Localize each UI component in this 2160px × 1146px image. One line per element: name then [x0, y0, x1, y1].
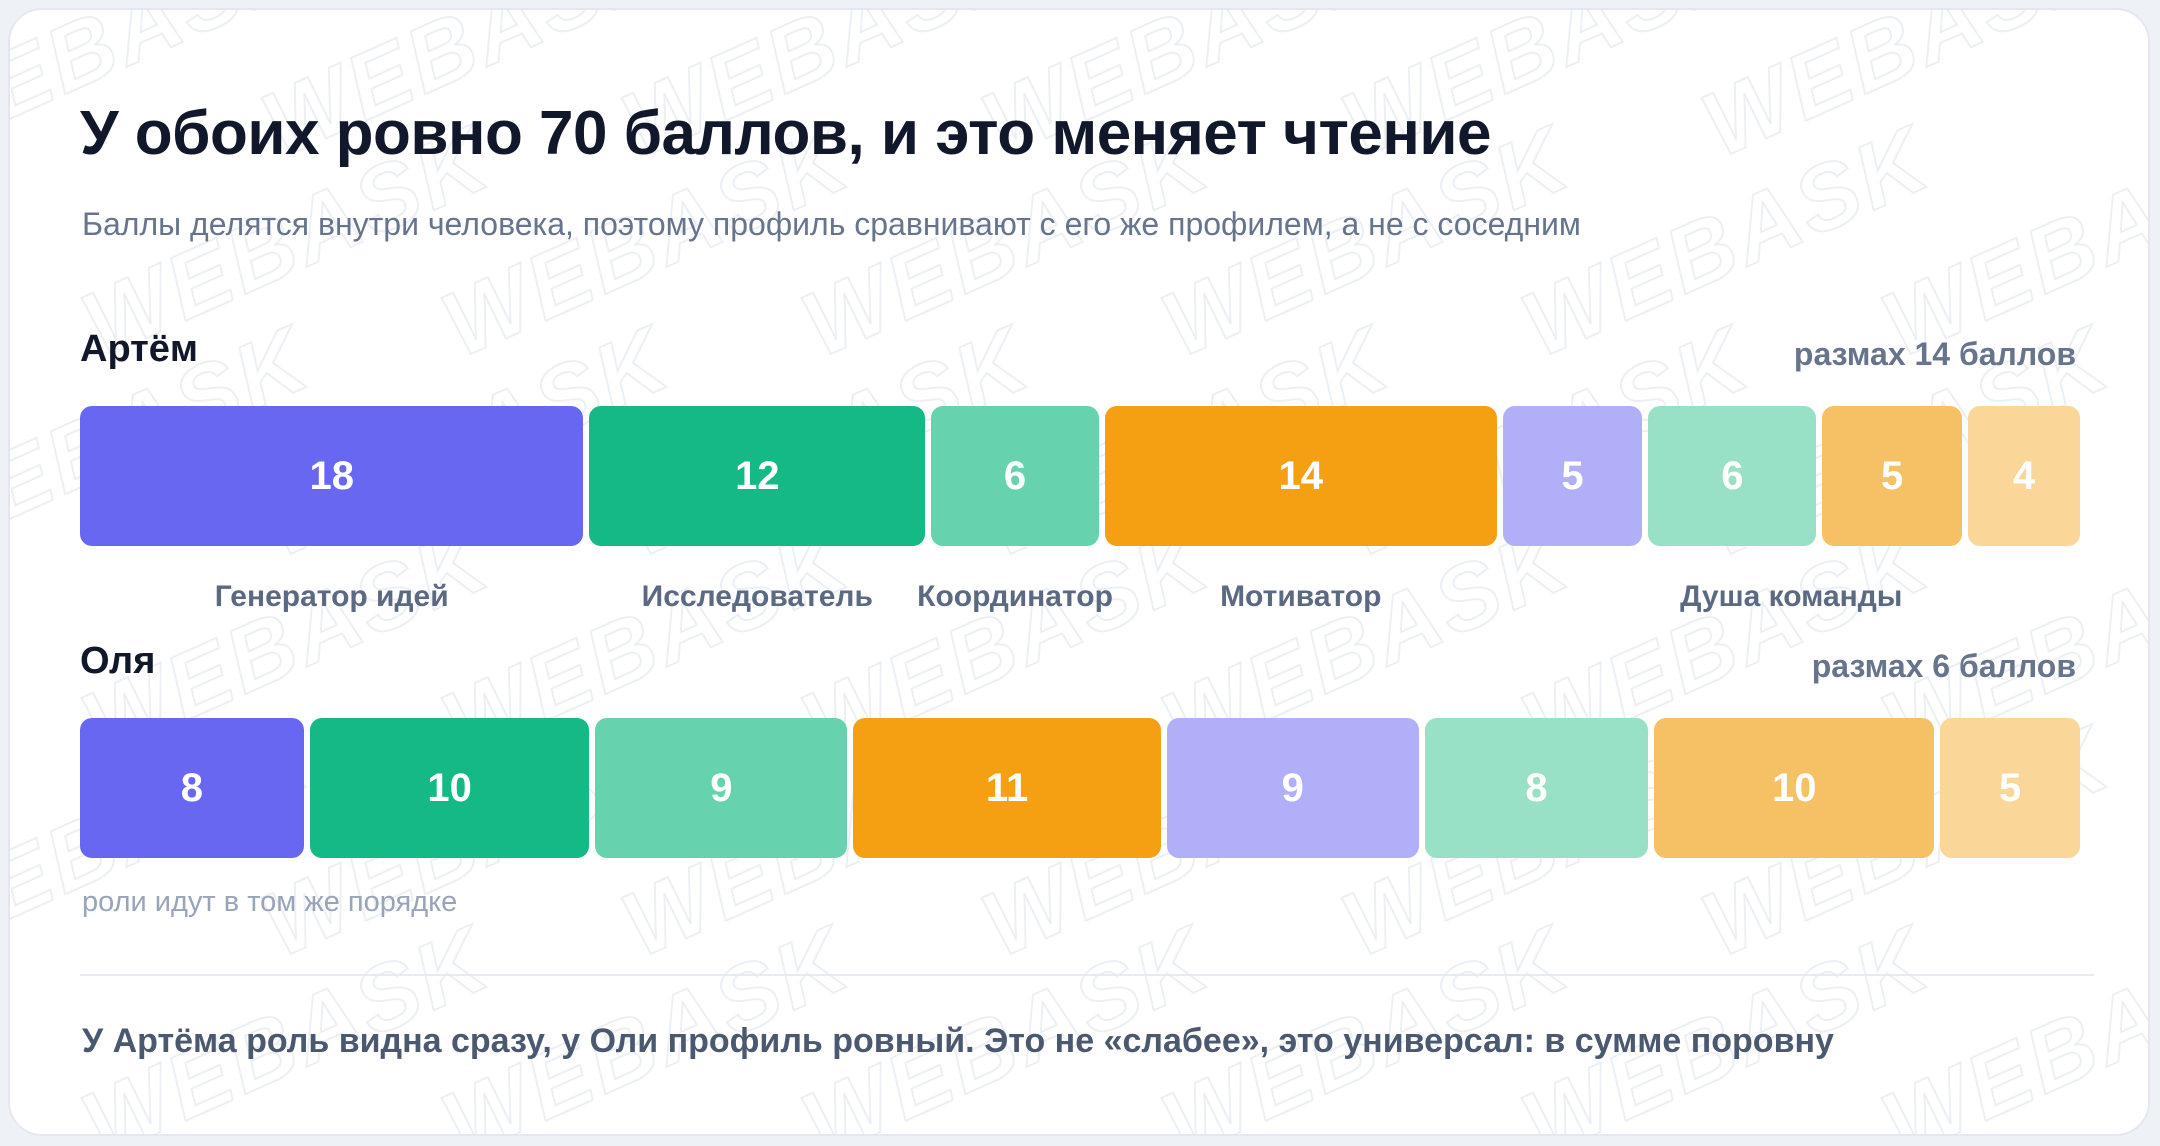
role-label-4: Мотиватор [1220, 580, 1382, 613]
watermark-text: WEBASK [1867, 906, 2150, 1136]
bar-segment-olya-3: 9 [595, 718, 848, 858]
bar-segment-artem-6: 6 [1648, 406, 1817, 546]
role-label-3: Координатор [917, 580, 1113, 613]
bar-segment-olya-7: 10 [1654, 718, 1935, 858]
bar-segment-artem-3: 6 [931, 406, 1099, 546]
bar-segment-olya-4: 11 [853, 718, 1161, 858]
range-note-olya: размах 6 баллов [1811, 648, 2076, 684]
watermark-text: WEBASK [1687, 8, 2126, 178]
range-note-artem: размах 14 баллов [1793, 336, 2076, 372]
bar-segment-artem-2: 12 [589, 406, 926, 546]
footer-note: У Артёма роль видна сразу, у Оли профиль… [82, 1022, 1834, 1060]
chart-title: У обоих ровно 70 баллов, и это меняет чт… [80, 99, 1491, 168]
chart-subtitle: Баллы делятся внутри человека, поэтому п… [82, 206, 1581, 242]
chart-card: WEBASK WEBASK WEBASK WEBASK WEBASK WEBASK WEBA… [8, 8, 2150, 1136]
person-name-artem: Артём [80, 328, 199, 370]
role-label-1: Генератор идей [214, 580, 449, 613]
role-label-2: Исследователь [641, 580, 873, 613]
bar-segment-olya-8: 5 [1940, 718, 2080, 858]
bar-row-artem: 18 12 6 14 5 6 5 4 [80, 406, 2080, 546]
bar-segment-olya-1: 8 [80, 718, 304, 858]
role-label-5: Душа команды [1680, 580, 1903, 613]
order-note: роли идут в том же порядке [82, 886, 458, 918]
bar-segment-olya-2: 10 [309, 718, 590, 858]
divider [80, 974, 2094, 976]
bar-segment-artem-5: 5 [1502, 406, 1643, 546]
bar-row-olya: 8 10 9 11 9 8 10 5 [80, 718, 2080, 858]
bar-segment-artem-8: 4 [1968, 406, 2080, 546]
bar-segment-artem-1: 18 [80, 406, 584, 546]
watermark-layer: WEBASK WEBASK WEBASK WEBASK WEBASK WEBASK WEBA… [10, 10, 2148, 1134]
bar-segment-artem-4: 14 [1104, 406, 1497, 546]
role-labels: Генератор идей Исследователь Координатор Мо… [80, 580, 2080, 620]
bar-segment-olya-5: 9 [1166, 718, 1419, 858]
bar-segment-olya-6: 8 [1424, 718, 1649, 858]
bar-segment-artem-7: 5 [1822, 406, 1963, 546]
person-name-olya: Оля [80, 640, 156, 682]
